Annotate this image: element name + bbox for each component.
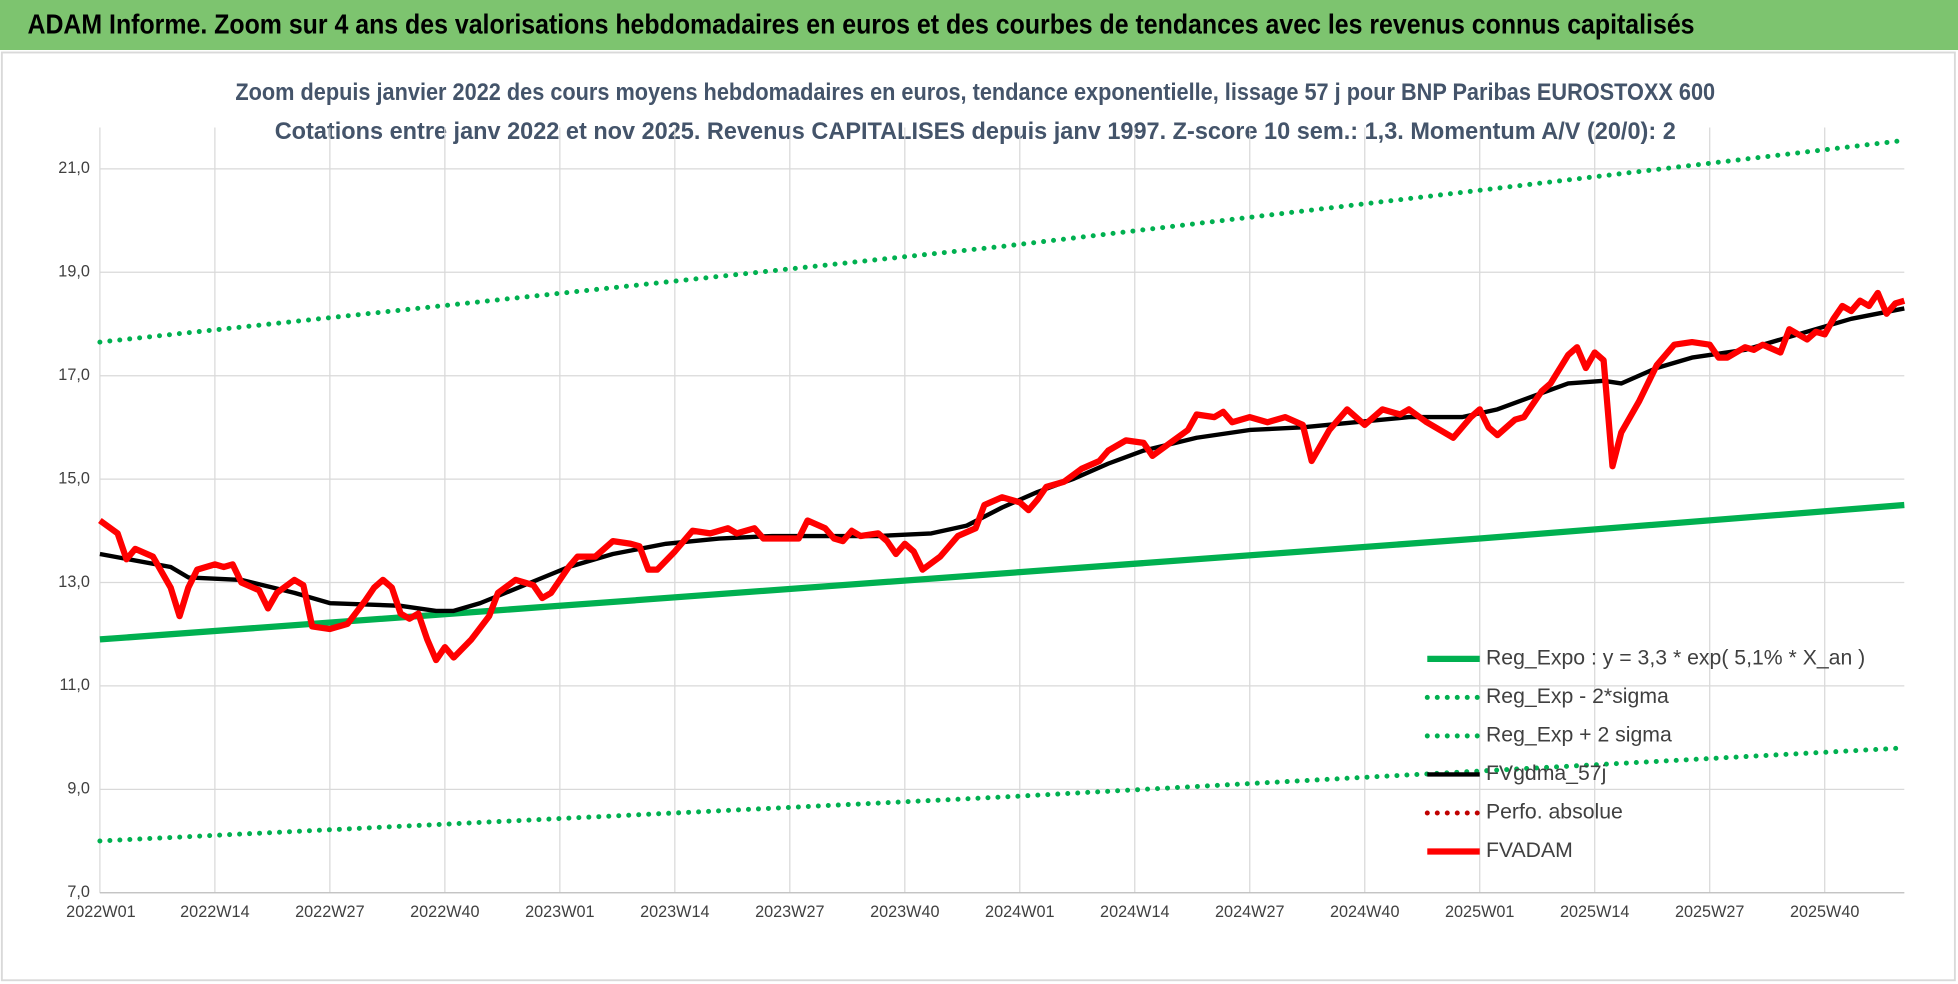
legend-label: Reg_Exp + 2 sigma [1486, 723, 1672, 747]
y-tick-label: 13,0 [58, 573, 90, 591]
grid: 7,0 9,0 11,0 13,0 15,0 17,0 19,0 21,0 2022W01 202… [58, 127, 1905, 921]
chart-border [0, 51, 1956, 982]
y-tick-label: 21,0 [58, 159, 90, 177]
x-tick-label: 2022W14 [180, 903, 249, 921]
legend-label: FVgdma_57j [1486, 761, 1606, 785]
legend: Reg_Expo : y = 3,3 * exp( 5,1% * X_an ) R… [1424, 646, 1865, 862]
chart-subtitle: Cotations entre janv 2022 et nov 2025. R… [275, 119, 1676, 145]
x-tick-label: 2025W14 [1560, 903, 1629, 921]
x-tick-label: 2024W01 [985, 903, 1054, 921]
x-tick-label: 2023W40 [870, 903, 939, 921]
y-tick-label: 11,0 [60, 676, 90, 694]
x-tick-label: 2022W40 [410, 903, 479, 921]
chart-title: Zoom depuis janvier 2022 des cours moyen… [235, 80, 1715, 106]
header-title: ADAM Informe. Zoom sur 4 ans des valoris… [27, 9, 1694, 40]
legend-label: Perfo. absolue [1486, 800, 1623, 824]
x-tick-label: 2022W01 [66, 903, 135, 921]
x-tick-label: 2025W40 [1790, 903, 1859, 921]
legend-label: Reg_Exp - 2*sigma [1486, 684, 1669, 708]
plot-lines [97, 137, 1907, 844]
y-tick-label: 9,0 [67, 780, 90, 798]
x-tick-label: 2024W27 [1215, 903, 1284, 921]
y-tick-label: 7,0 [67, 883, 90, 901]
series-line [97, 137, 1907, 345]
x-tick-label: 2022W27 [295, 903, 364, 921]
x-tick-label: 2023W14 [640, 903, 709, 921]
y-tick-label: 19,0 [58, 263, 90, 281]
series-line [97, 745, 1907, 844]
x-tick-label: 2023W27 [755, 903, 824, 921]
y-tick-label: 15,0 [58, 469, 90, 487]
y-tick-label: 17,0 [58, 366, 90, 384]
legend-label: FVADAM [1486, 838, 1573, 862]
series-line [98, 289, 1906, 664]
legend-label: Reg_Expo : y = 3,3 * exp( 5,1% * X_an ) [1486, 646, 1865, 670]
x-tick-label: 2024W40 [1330, 903, 1399, 921]
x-tick-label: 2023W01 [525, 903, 594, 921]
x-tick-label: 2024W14 [1100, 903, 1169, 921]
header-bar [0, 0, 1958, 51]
x-tick-label: 2025W27 [1675, 903, 1744, 921]
x-tick-label: 2025W01 [1445, 903, 1514, 921]
